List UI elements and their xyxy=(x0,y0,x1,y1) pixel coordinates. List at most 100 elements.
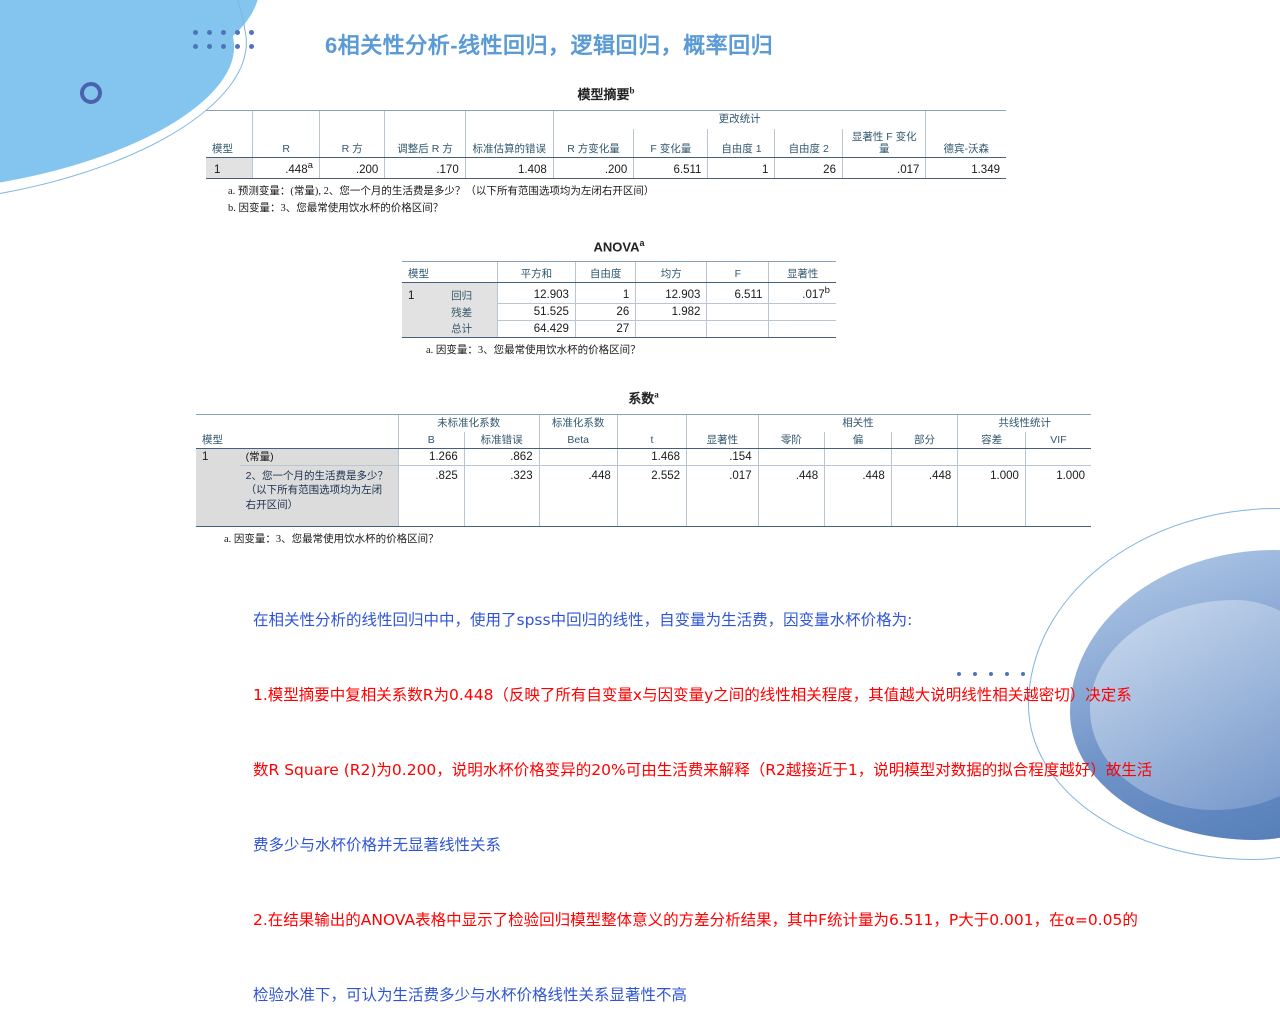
cell-model: 1 xyxy=(402,282,446,304)
col-header-model: 模型 xyxy=(402,261,446,284)
decorative-dots-title xyxy=(193,30,254,49)
cell-model xyxy=(196,465,240,527)
dot xyxy=(249,30,254,35)
cell-part xyxy=(890,448,958,467)
dot xyxy=(235,30,240,35)
anova-caption-sup: a xyxy=(639,238,645,248)
cell-sig xyxy=(768,303,836,322)
col-header-source xyxy=(445,261,498,284)
cell-beta xyxy=(538,448,618,467)
col-header-model: 模型 xyxy=(206,129,253,159)
cell-df2: 26 xyxy=(774,157,843,180)
col-header-sig: 显著性 xyxy=(686,432,759,450)
col-header-ms: 均方 xyxy=(635,261,707,284)
cell-ss: 64.429 xyxy=(496,320,576,339)
cell-b: 1.266 xyxy=(397,448,465,467)
group-header-correlations: 相关性 xyxy=(757,414,958,433)
table-row: 2、您一个月的生活费是多少？（以下所有范围选项均为左闭右开区间） .825 .3… xyxy=(196,465,1091,527)
cell-vif xyxy=(1024,448,1091,467)
col-header-b: B xyxy=(397,432,465,450)
dot xyxy=(221,30,226,35)
cell-t: 2.552 xyxy=(616,465,687,527)
slide-title: 6相关性分析-线性回归，逻辑回归，概率回归 xyxy=(325,33,774,58)
col-header-durbin-watson: 德宾-沃森 xyxy=(925,129,1006,159)
cell-source: 总计 xyxy=(445,320,498,339)
dot xyxy=(235,44,240,49)
analysis-line-6: 检验水准下，可认为生活费多少与水杯价格线性关系显著性不高 xyxy=(253,986,688,1004)
cell-ss: 51.525 xyxy=(496,303,576,322)
col-header-partial: 偏 xyxy=(824,432,892,450)
cell-term: 2、您一个月的生活费是多少？（以下所有范围选项均为左闭右开区间） xyxy=(239,465,399,527)
col-header-vif: VIF xyxy=(1024,432,1091,450)
model-summary-table: 更改统计 模型 R R 方 调整后 R 方 标准估算的错误 R 方变化量 F 变… xyxy=(206,110,1006,180)
cell-sig: .017 xyxy=(686,465,759,527)
cell-beta: .448 xyxy=(538,465,618,527)
analysis-line-2: 1.模型摘要中复相关系数R为0.448（反映了所有自变量x与因变量y之间的线性相… xyxy=(253,686,1132,704)
decorative-ring-icon xyxy=(80,82,102,104)
cell-source: 回归 xyxy=(445,282,498,304)
cell-model xyxy=(402,320,446,339)
col-header-df1: 自由度 1 xyxy=(707,129,775,159)
coefficients-table-block: 系数a 未标准化系数 标准化系数 相关性 共线性统计 模型 B 标准错误 Bet… xyxy=(196,388,1091,547)
cell-sig-sup: b xyxy=(824,285,830,297)
cell-model: 1 xyxy=(196,448,240,466)
cell-sig-value: .017 xyxy=(802,289,825,302)
cell-part: .448 xyxy=(890,465,958,527)
coefficients-caption-text: 系数 xyxy=(628,391,655,406)
cell-partial: .448 xyxy=(824,465,892,527)
cell-sig: .017b xyxy=(768,282,836,305)
cell-model xyxy=(402,303,446,321)
anova-caption-text: ANOVA xyxy=(593,239,640,255)
col-header-term xyxy=(239,432,399,450)
cell-sig-f-change: .017 xyxy=(841,157,926,180)
col-header-std-error: 标准估算的错误 xyxy=(464,129,554,159)
cell-r-square: .200 xyxy=(318,157,385,180)
col-header-sig-f-change: 显著性 F 变化量 xyxy=(841,129,926,159)
cell-zero-order xyxy=(757,448,825,467)
cell-std-error: .862 xyxy=(463,448,540,467)
dot xyxy=(207,44,212,49)
analysis-line-5: 2.在结果输出的ANOVA表格中显示了检验回归模型整体意义的方差分析结果，其中F… xyxy=(253,911,1138,929)
table-row: 总计 64.429 27 xyxy=(402,320,836,339)
cell-ms: 12.903 xyxy=(635,282,707,305)
decorative-blob-top-left-2 xyxy=(0,0,260,80)
cell-std-error: 1.408 xyxy=(464,157,554,180)
col-header-f-change: F 变化量 xyxy=(633,129,708,159)
cell-df: 1 xyxy=(574,282,636,305)
col-header-r: R xyxy=(252,129,320,159)
cell-df: 27 xyxy=(574,320,636,339)
col-header-f: F xyxy=(706,261,769,284)
coefficients-caption: 系数a xyxy=(196,388,1091,407)
dot xyxy=(221,44,226,49)
col-header-df: 自由度 xyxy=(574,261,636,284)
table-row: 残差 51.525 26 1.982 xyxy=(402,303,836,322)
cell-r: .448a xyxy=(252,157,320,180)
col-header-part: 部分 xyxy=(890,432,958,450)
model-summary-caption-text: 模型摘要 xyxy=(577,87,630,102)
coefficients-note-a: a. 因变量：3、您最常使用饮水杯的价格区间？ xyxy=(224,533,439,545)
cell-df: 26 xyxy=(574,303,636,322)
analysis-line-1: 在相关性分析的线性回归中中，使用了spss中回归的线性，自变量为生活费，因变量水… xyxy=(253,611,913,629)
coefficients-caption-sup: a xyxy=(654,389,659,400)
col-header-df2: 自由度 2 xyxy=(774,129,843,159)
cell-r-sq-change: .200 xyxy=(552,157,634,180)
model-summary-caption: 模型摘要b xyxy=(206,84,1006,103)
group-header-standardized: 标准化系数 xyxy=(538,414,618,433)
cell-r-value: .448 xyxy=(285,164,308,177)
cell-f xyxy=(706,320,769,339)
cell-ms: 1.982 xyxy=(635,303,707,322)
analysis-line-4: 费多少与水杯价格并无显著线性关系 xyxy=(253,836,502,854)
col-header-sig: 显著性 xyxy=(768,261,836,284)
cell-model: 1 xyxy=(206,157,253,180)
cell-ss: 12.903 xyxy=(496,282,576,305)
col-header-zero-order: 零阶 xyxy=(757,432,825,450)
cell-t: 1.468 xyxy=(616,448,687,467)
cell-f xyxy=(706,303,769,322)
anova-table: 模型 平方和 自由度 均方 F 显著性 1 回归 12.903 1 12.903… xyxy=(402,261,836,339)
cell-df1: 1 xyxy=(707,157,775,180)
column-header-row: 模型 B 标准错误 Beta t 显著性 零阶 偏 部分 容差 VIF xyxy=(196,432,1091,450)
cell-r-sup: a xyxy=(307,160,313,172)
cell-term: (常量) xyxy=(239,448,399,467)
group-header-row: 未标准化系数 标准化系数 相关性 共线性统计 xyxy=(196,414,1091,433)
group-header-change-stats: 更改统计 xyxy=(552,110,926,130)
